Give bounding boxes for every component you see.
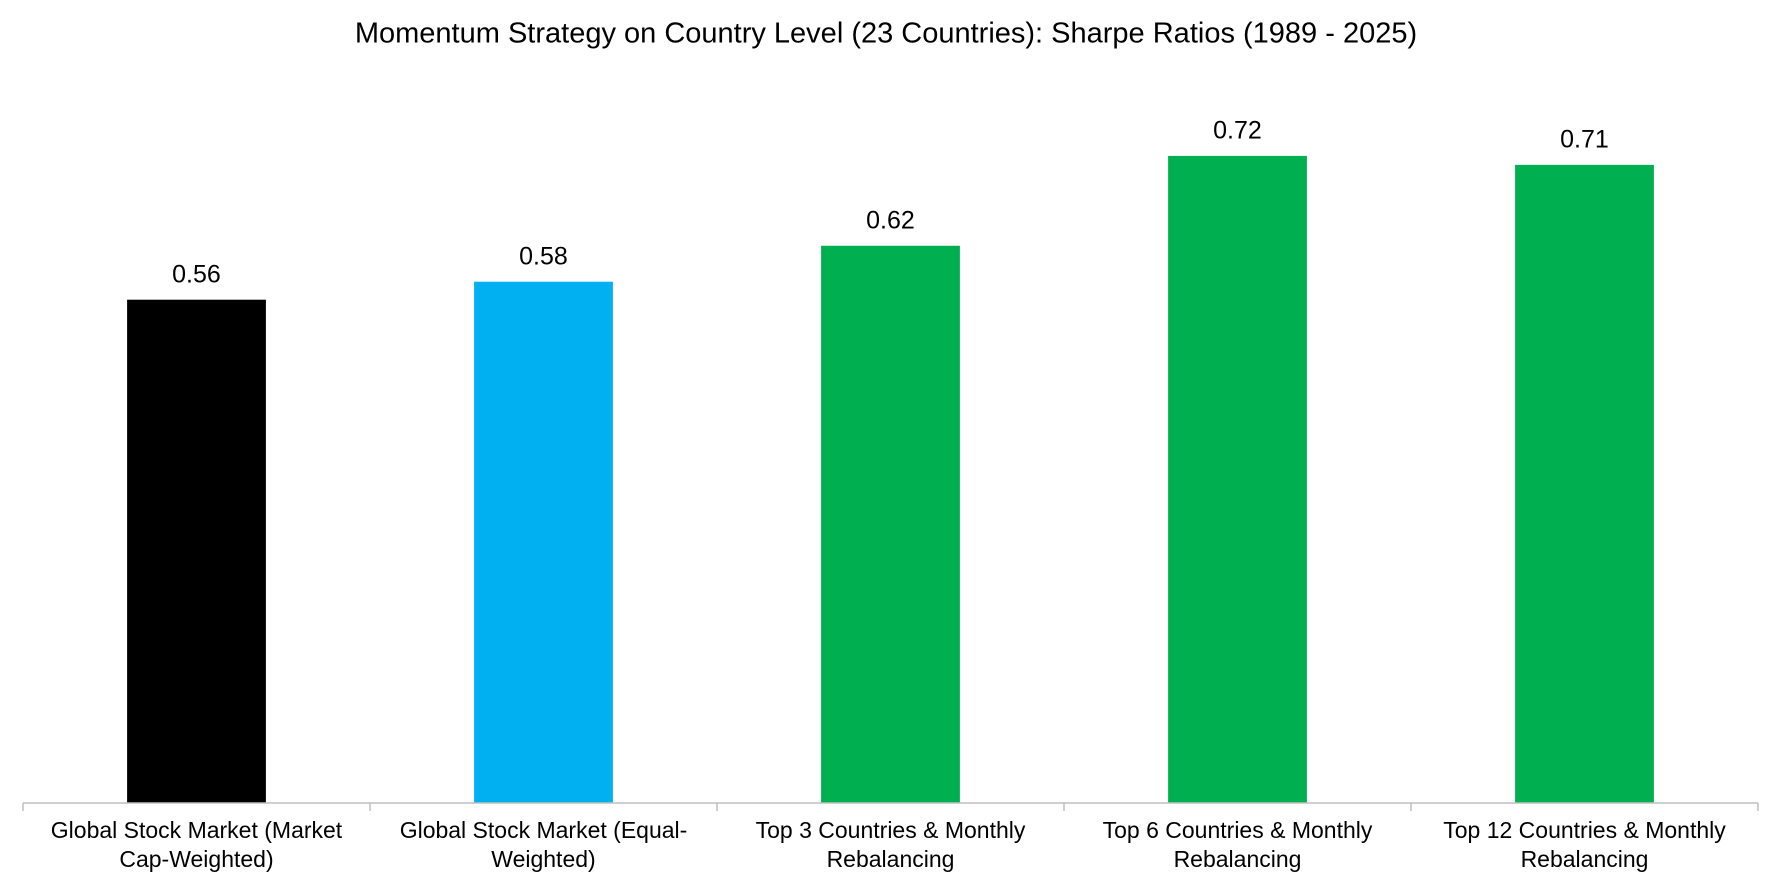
x-tick-label: Top 6 Countries & Monthly Rebalancing <box>1102 817 1373 872</box>
bar <box>821 245 960 803</box>
x-tick-label: Global Stock Market (Equal-Weighted) <box>399 817 688 872</box>
data-label: 0.71 <box>1560 125 1609 153</box>
data-label: 0.62 <box>866 206 915 234</box>
bar <box>1168 155 1307 803</box>
x-tick-label: Global Stock Market (Market Cap-Weighted… <box>50 817 343 872</box>
data-label: 0.58 <box>519 242 568 270</box>
chart-title: Momentum Strategy on Country Level (23 C… <box>355 18 1417 50</box>
x-tick-label: Top 12 Countries & Monthly Rebalancing <box>1443 817 1726 872</box>
x-tick-label: Top 3 Countries & Monthly Rebalancing <box>755 817 1026 872</box>
data-label: 0.72 <box>1213 117 1262 145</box>
data-label: 0.56 <box>172 260 221 288</box>
bar <box>1515 164 1654 803</box>
bar <box>474 281 613 804</box>
bar <box>127 299 266 803</box>
